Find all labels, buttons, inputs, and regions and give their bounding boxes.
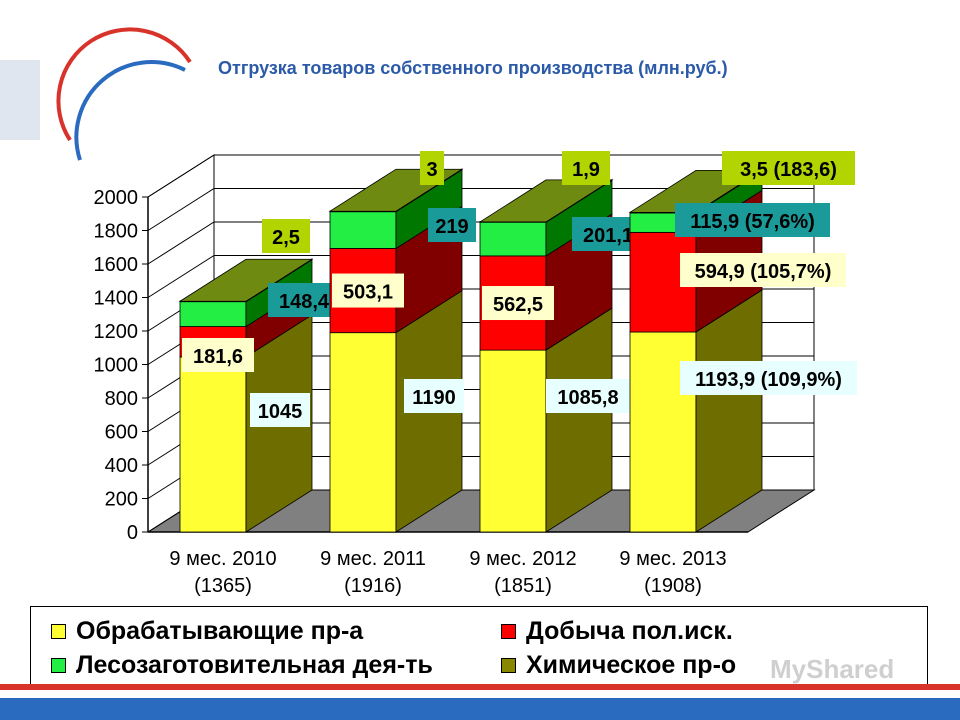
data-label: 562,5	[493, 294, 543, 316]
data-label: 219	[435, 216, 468, 238]
data-label-bg	[182, 338, 254, 372]
x-tick-label: 9 мес. 2012	[469, 548, 576, 570]
bar-front	[329, 332, 397, 533]
bottom-blue-bar	[0, 698, 960, 720]
category-total-label: (1916)	[344, 575, 402, 597]
bar-front	[179, 356, 247, 533]
y-tick-label: 1200	[94, 321, 139, 343]
data-label-bg	[680, 253, 846, 287]
bar-front	[479, 349, 547, 533]
category-total-label: (1908)	[644, 575, 702, 597]
legend-swatch-mining	[501, 624, 516, 639]
bar-front	[179, 301, 247, 327]
y-tick-label: 200	[105, 489, 138, 511]
x-tick-label: 9 мес. 2013	[619, 548, 726, 570]
y-tick-label: 1600	[94, 254, 139, 276]
y-tick-label: 1800	[94, 221, 139, 243]
category-total-label: (1365)	[194, 575, 252, 597]
watermark: MyShared	[770, 654, 895, 684]
category-total-label: (1851)	[494, 575, 552, 597]
bar-top	[478, 179, 614, 223]
bar-front	[329, 211, 397, 249]
bar-top	[178, 258, 314, 302]
chart-title: Отгрузка товаров собственного производст…	[218, 58, 728, 78]
data-label-bg	[332, 273, 404, 308]
x-tick-label: 9 мес. 2011	[320, 548, 426, 570]
y-tick-label: 0	[127, 522, 138, 544]
legend-swatch-chemical	[501, 658, 516, 673]
data-label: 1085,8	[557, 387, 618, 409]
data-label-bg	[722, 151, 855, 185]
data-label-bg	[680, 361, 857, 395]
data-label: 2,5	[272, 227, 300, 249]
legend-label: Добыча пол.иск.	[526, 617, 733, 645]
data-label: 3	[426, 159, 437, 181]
legend-item-manufacturing: Обрабатывающие пр-а	[51, 617, 363, 646]
data-label-bg	[268, 283, 340, 317]
legend: Обрабатывающие пр-а Добыча пол.иск. Лесо…	[30, 606, 928, 686]
legend-item-mining: Добыча пол.иск.	[501, 617, 733, 646]
data-label: 503,1	[343, 282, 393, 304]
data-label: 1193,9 (109,9%)	[695, 369, 842, 391]
corner-decoration	[0, 27, 192, 161]
data-label-bg	[404, 379, 464, 413]
bar-front	[479, 221, 547, 257]
data-label-bg	[250, 393, 310, 427]
legend-label: Лесозаготовительная дея-ть	[76, 651, 433, 679]
y-tick-label: 600	[105, 422, 138, 444]
building-photo	[0, 60, 40, 140]
data-label: 594,9 (105,7%)	[695, 261, 832, 283]
red-arc	[56, 27, 192, 142]
data-label-bg	[262, 219, 310, 253]
stacked-bar-chart: 0 200 400 600 800 1000 1200 1400 1600 1800 2000 9 м…	[94, 151, 857, 597]
x-tick-label: 9 мес. 2010	[169, 548, 276, 570]
data-label-bg	[482, 286, 554, 321]
data-label: 3,5 (183,6)	[740, 159, 837, 181]
gridline	[147, 255, 814, 298]
data-label: 1,9	[572, 159, 600, 181]
data-label: 1190	[412, 387, 455, 409]
gridline	[147, 154, 814, 198]
data-label-bg	[562, 151, 610, 185]
y-tick-label: 1400	[94, 288, 139, 310]
legend-label: Химическое пр-о	[526, 651, 737, 679]
legend-label: Обрабатывающие пр-а	[76, 617, 364, 645]
legend-swatch-manufacturing	[51, 624, 66, 639]
legend-swatch-forestry	[51, 658, 66, 673]
data-label: 115,9 (57,6%)	[690, 211, 815, 233]
data-label-bg	[546, 379, 630, 413]
bottom-red-stripe	[0, 684, 960, 690]
data-label: 181,6	[193, 346, 243, 368]
blue-arc	[74, 60, 186, 161]
y-tick-label: 2000	[94, 187, 139, 209]
legend-item-chemical: Химическое пр-о	[501, 651, 736, 680]
gridline	[147, 188, 814, 231]
y-tick-label: 1000	[94, 355, 139, 377]
y-tick-label: 400	[105, 455, 138, 477]
data-label: 201,1	[583, 225, 633, 247]
y-tick-label: 800	[105, 388, 138, 410]
data-label-bg	[420, 151, 444, 185]
data-label: 148,4	[279, 291, 330, 313]
data-label-bg	[675, 203, 830, 237]
legend-item-forestry: Лесозаготовительная дея-ть	[51, 651, 433, 680]
bar-side	[695, 289, 763, 533]
data-label: 1045	[258, 401, 303, 423]
data-label-bg	[428, 208, 476, 242]
